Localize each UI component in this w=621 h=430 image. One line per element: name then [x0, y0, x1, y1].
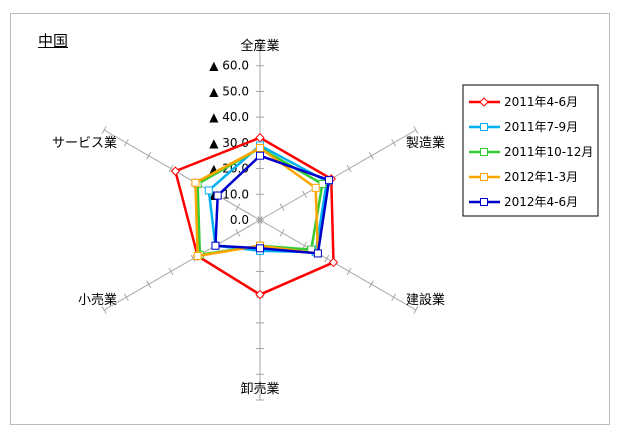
spoke-tick: [257, 216, 263, 224]
spoke-tick: [101, 306, 107, 314]
data-point: [318, 180, 327, 188]
spoke-tick: [168, 267, 174, 276]
spoke-tick: [168, 164, 174, 173]
data-point: [213, 191, 222, 200]
data-point: [311, 183, 320, 192]
legend-marker: [480, 148, 488, 156]
spoke-tick: [146, 280, 152, 288]
legend-marker: [480, 198, 488, 206]
data-point: [255, 289, 265, 300]
spoke-tick: [279, 203, 285, 211]
data-point: [325, 176, 334, 185]
data-point: [170, 166, 181, 176]
data-point: [191, 178, 200, 187]
spoke-tick: [235, 229, 241, 237]
data-point: [313, 249, 322, 258]
axis-label-5: サービス業: [52, 135, 117, 151]
data-point: [193, 252, 202, 260]
legend: 2011年4-6月 2011年7-9月 2011年10-12月 2012年1-3月 20…: [462, 84, 599, 217]
legend-marker: [480, 123, 488, 131]
radial-tick-label: 0.0: [230, 213, 249, 227]
spoke-tick: [123, 293, 129, 301]
spoke-5: [103, 129, 261, 221]
axis-label-4: 小売業: [78, 292, 117, 308]
data-point: [256, 144, 264, 152]
data-point: [204, 186, 213, 195]
chart-area: [10, 13, 610, 425]
spoke-2: [259, 219, 417, 311]
radial-tick-label: ▲ 50.0: [209, 84, 249, 98]
axis-label-1: 製造業: [406, 135, 445, 151]
data-point: [211, 241, 220, 250]
spoke-tick: [391, 139, 397, 147]
spoke-1: [259, 129, 417, 221]
spoke-tick: [346, 267, 352, 276]
radial-tick-label: ▲ 30.0: [209, 136, 249, 150]
spoke-tick: [235, 203, 241, 211]
series-layer: [170, 133, 339, 300]
legend-marker: [480, 173, 488, 181]
legend-label-1: 2011年7-9月: [504, 120, 578, 134]
legend-label-3: 2012年1-3月: [504, 170, 578, 184]
spoke-tick: [413, 306, 419, 314]
spoke-tick: [146, 152, 152, 160]
spoke-tick: [302, 190, 307, 198]
spoke-tick: [413, 126, 419, 134]
radial-tick-label: ▲ 60.0: [209, 59, 249, 73]
radar-grid: [101, 39, 419, 401]
spoke-4: [103, 219, 261, 311]
chart-title: 中国: [38, 32, 69, 50]
legend-label-4: 2012年4-6月: [504, 195, 578, 209]
data-point: [328, 257, 339, 268]
spoke-tick: [101, 126, 107, 134]
legend-label-0: 2011年4-6月: [504, 95, 578, 109]
axis-label-3: 卸売業: [240, 381, 279, 397]
spoke-tick: [123, 139, 129, 147]
data-point: [256, 244, 264, 253]
axis-label-2: 建設業: [406, 292, 445, 308]
spoke-tick: [279, 229, 285, 237]
legend-label-2: 2011年10-12月: [504, 145, 593, 159]
axis-label-0: 全産業: [240, 38, 279, 54]
legend-marker: [479, 97, 489, 107]
spoke-tick: [346, 164, 352, 173]
spoke-tick: [324, 254, 330, 263]
spoke-tick: [190, 254, 196, 263]
spoke-tick: [368, 152, 374, 160]
spoke-tick: [368, 280, 374, 288]
data-point: [256, 151, 264, 160]
spoke-tick: [391, 293, 397, 301]
radial-tick-label: ▲ 40.0: [209, 110, 249, 124]
